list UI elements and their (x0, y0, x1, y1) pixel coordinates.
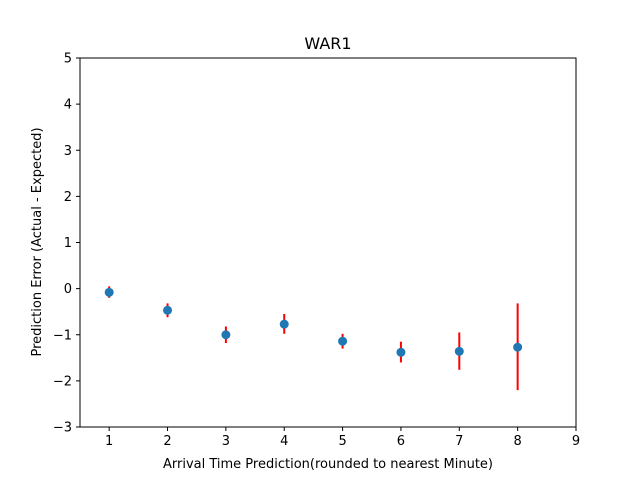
data-point (163, 305, 173, 315)
x-tick-label: 6 (397, 434, 405, 449)
data-point (221, 330, 231, 340)
x-tick-label: 2 (163, 434, 171, 449)
y-tick-label: 0 (64, 282, 72, 297)
data-points (104, 287, 523, 357)
x-tick-label: 7 (455, 434, 463, 449)
y-axis-label: Prediction Error (Actual - Expected) (30, 127, 45, 356)
x-tick-label: 5 (338, 434, 346, 449)
y-tick-label: −2 (53, 374, 72, 389)
x-tick-label: 1 (105, 434, 113, 449)
x-axis-label: Arrival Time Prediction(rounded to neare… (163, 457, 493, 472)
y-tick-label: 3 (64, 144, 72, 159)
x-tick-label: 3 (222, 434, 230, 449)
y-axis: −3 −2 −1 0 1 2 3 4 5 (53, 52, 80, 436)
y-tick-label: 1 (64, 236, 72, 251)
data-point (513, 342, 523, 352)
data-point (279, 319, 289, 329)
error-bars (108, 286, 519, 391)
data-point (338, 336, 348, 346)
data-point (454, 346, 464, 356)
x-tick-label: 8 (514, 434, 522, 449)
chart-title: WAR1 (304, 34, 351, 53)
plot-area (79, 57, 577, 428)
x-tick-label: 9 (572, 434, 580, 449)
y-tick-label: 2 (64, 190, 72, 205)
x-axis: 1 2 3 4 5 6 7 8 9 (105, 427, 580, 449)
plot-frame (79, 57, 577, 428)
data-point (396, 347, 406, 357)
y-tick-label: 4 (64, 98, 72, 113)
x-tick-label: 4 (280, 434, 288, 449)
y-tick-label: −3 (53, 421, 72, 436)
data-point (104, 287, 114, 297)
y-tick-label: 5 (64, 52, 72, 67)
y-tick-label: −1 (53, 328, 72, 343)
